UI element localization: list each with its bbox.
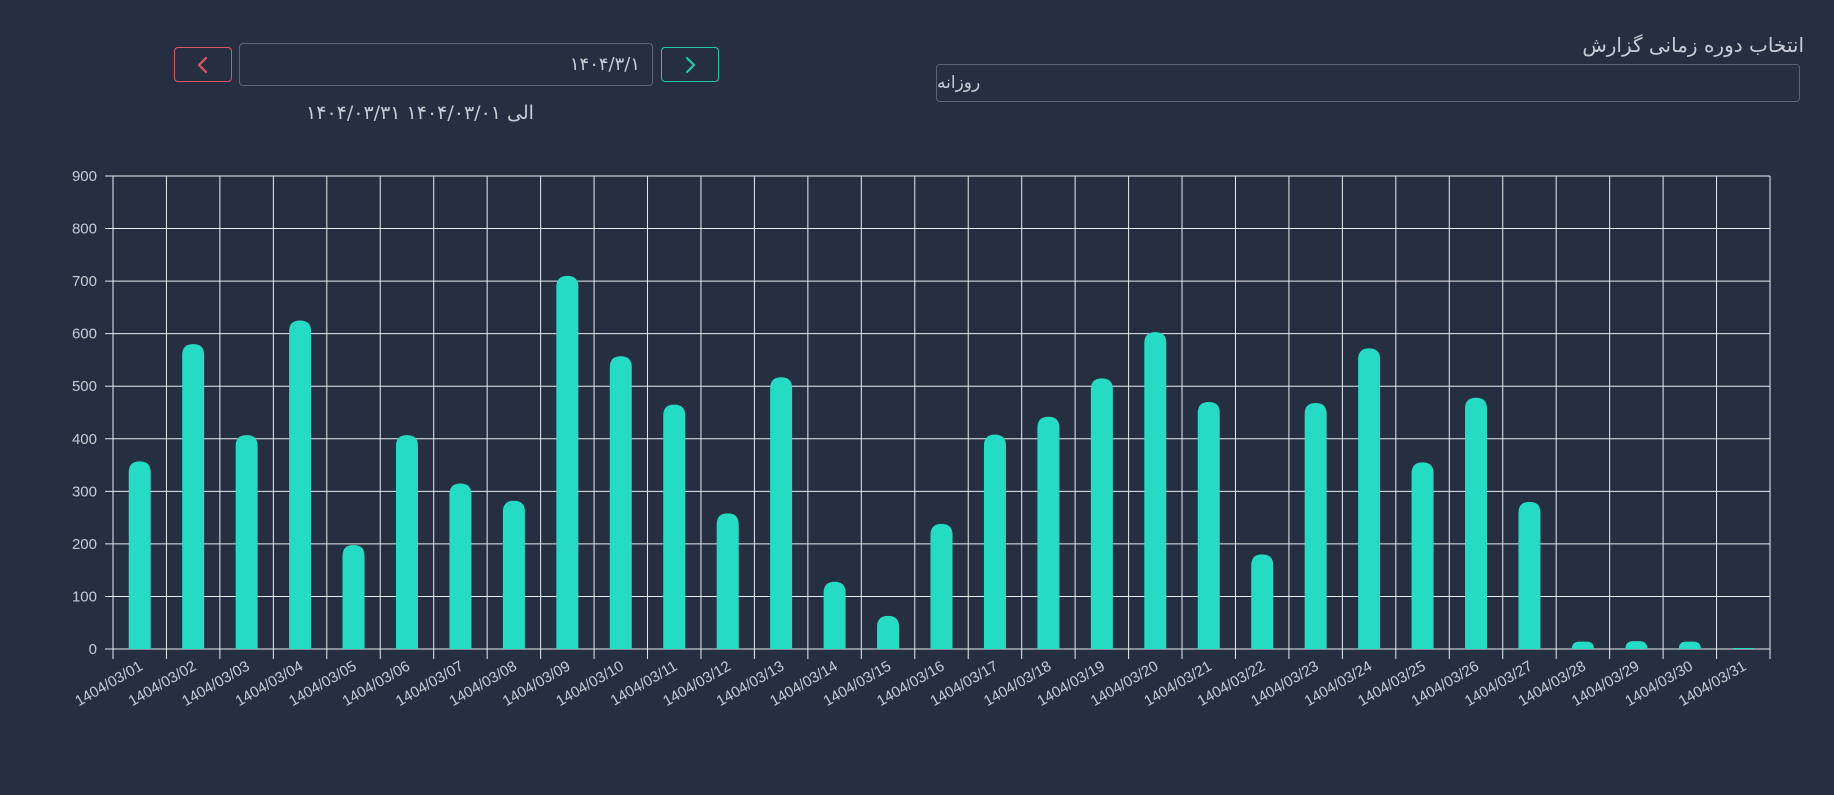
- bar: [1411, 462, 1434, 649]
- bar: [930, 523, 953, 649]
- bar: [128, 461, 151, 649]
- bar: [1144, 332, 1167, 649]
- bar: [1465, 397, 1488, 649]
- bar: [1251, 554, 1274, 649]
- chevron-right-icon: [685, 56, 696, 73]
- bar: [182, 344, 205, 649]
- y-tick-label: 400: [72, 431, 97, 448]
- date-range-text: ۱۴۰۴/۰۳/۳۱ الی ۱۴۰۴/۰۳/۰۱: [306, 102, 534, 124]
- y-tick-label: 200: [72, 536, 97, 553]
- bar: [1732, 647, 1755, 649]
- y-tick-label: 100: [72, 588, 97, 605]
- date-input[interactable]: ۱۴۰۴/۳/۱: [239, 43, 653, 86]
- bar: [1304, 403, 1327, 649]
- period-select[interactable]: روزانه: [936, 64, 1800, 102]
- bar: [1518, 501, 1541, 649]
- bar: [823, 581, 846, 649]
- bar: [342, 544, 365, 649]
- bar: [395, 435, 418, 649]
- period-label: انتخاب دوره زمانی گزارش: [1582, 33, 1804, 57]
- bar: [1678, 641, 1701, 649]
- bar: [235, 435, 258, 649]
- y-tick-label: 0: [89, 641, 97, 658]
- bar: [1625, 641, 1648, 649]
- y-tick-label: 600: [72, 326, 97, 343]
- bar: [877, 615, 900, 649]
- bar: [1037, 416, 1060, 649]
- next-button[interactable]: [661, 47, 719, 82]
- bar: [609, 356, 632, 649]
- bar: [1090, 378, 1113, 649]
- bar: [716, 513, 739, 649]
- bar: [556, 275, 579, 649]
- bar: [770, 377, 793, 649]
- bar: [449, 483, 472, 649]
- bar: [1358, 348, 1381, 649]
- chevron-left-icon: [197, 56, 208, 73]
- bar: [289, 320, 312, 649]
- y-tick-label: 700: [72, 273, 97, 290]
- y-tick-label: 500: [72, 378, 97, 395]
- bar: [502, 500, 525, 649]
- bar: [983, 434, 1006, 649]
- y-tick-label: 800: [72, 221, 97, 238]
- bar: [1197, 401, 1220, 649]
- previous-button[interactable]: [174, 47, 232, 82]
- y-tick-label: 300: [72, 483, 97, 500]
- bar: [663, 404, 686, 649]
- bar: [1571, 641, 1594, 649]
- y-tick-label: 900: [72, 168, 97, 185]
